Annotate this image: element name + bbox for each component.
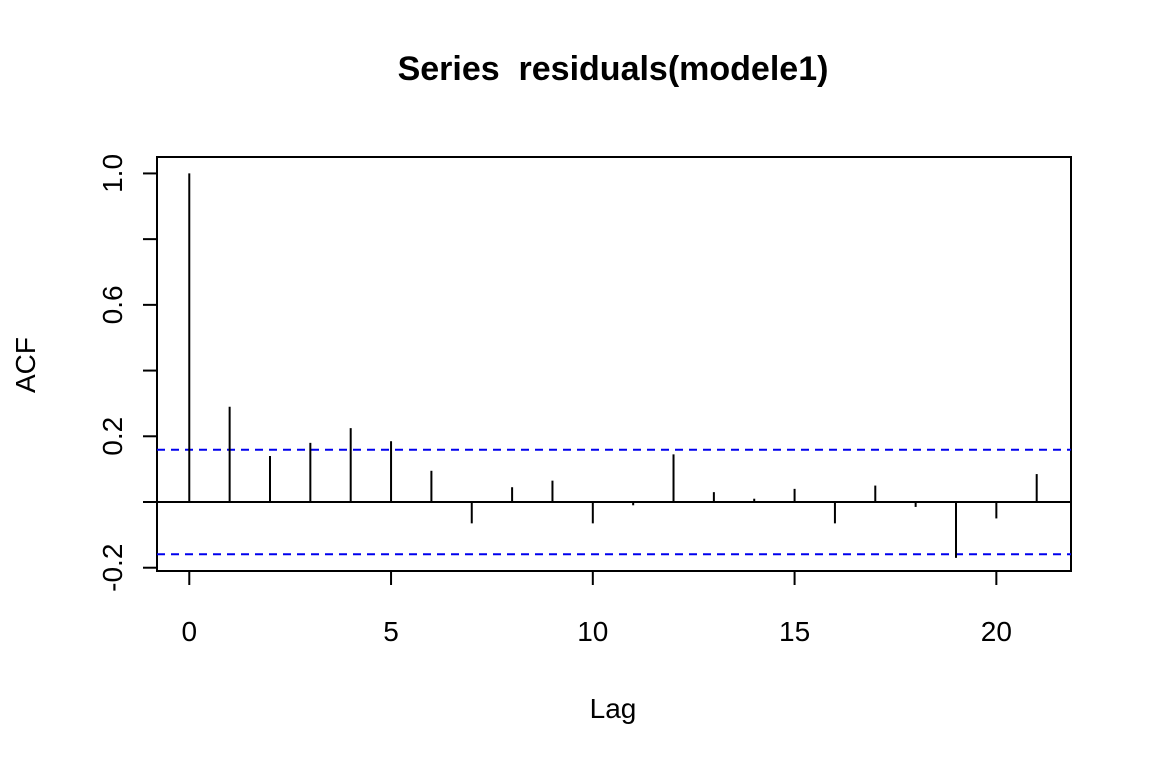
x-axis-label: Lag — [590, 693, 637, 724]
x-tick-label: 5 — [383, 616, 399, 647]
x-tick-label: 20 — [981, 616, 1012, 647]
y-tick-label: -0.2 — [97, 544, 128, 592]
x-tick-label: 0 — [181, 616, 197, 647]
plot-frame — [156, 156, 1072, 572]
acf-bars — [188, 173, 1038, 558]
y-axis-label: ACF — [10, 337, 41, 393]
x-axis: 0 5 10 15 20 — [181, 570, 1012, 647]
y-tick-label: 0.6 — [97, 285, 128, 324]
y-axis: -0.2 0.2 0.6 1.0 — [97, 154, 158, 592]
x-tick-label: 15 — [779, 616, 810, 647]
y-tick-label: 1.0 — [97, 154, 128, 193]
chart-title: Series residuals(modele1) — [398, 50, 829, 88]
y-tick-label: 0.2 — [97, 417, 128, 456]
confidence-bounds — [157, 448, 1071, 556]
x-tick-label: 10 — [577, 616, 608, 647]
